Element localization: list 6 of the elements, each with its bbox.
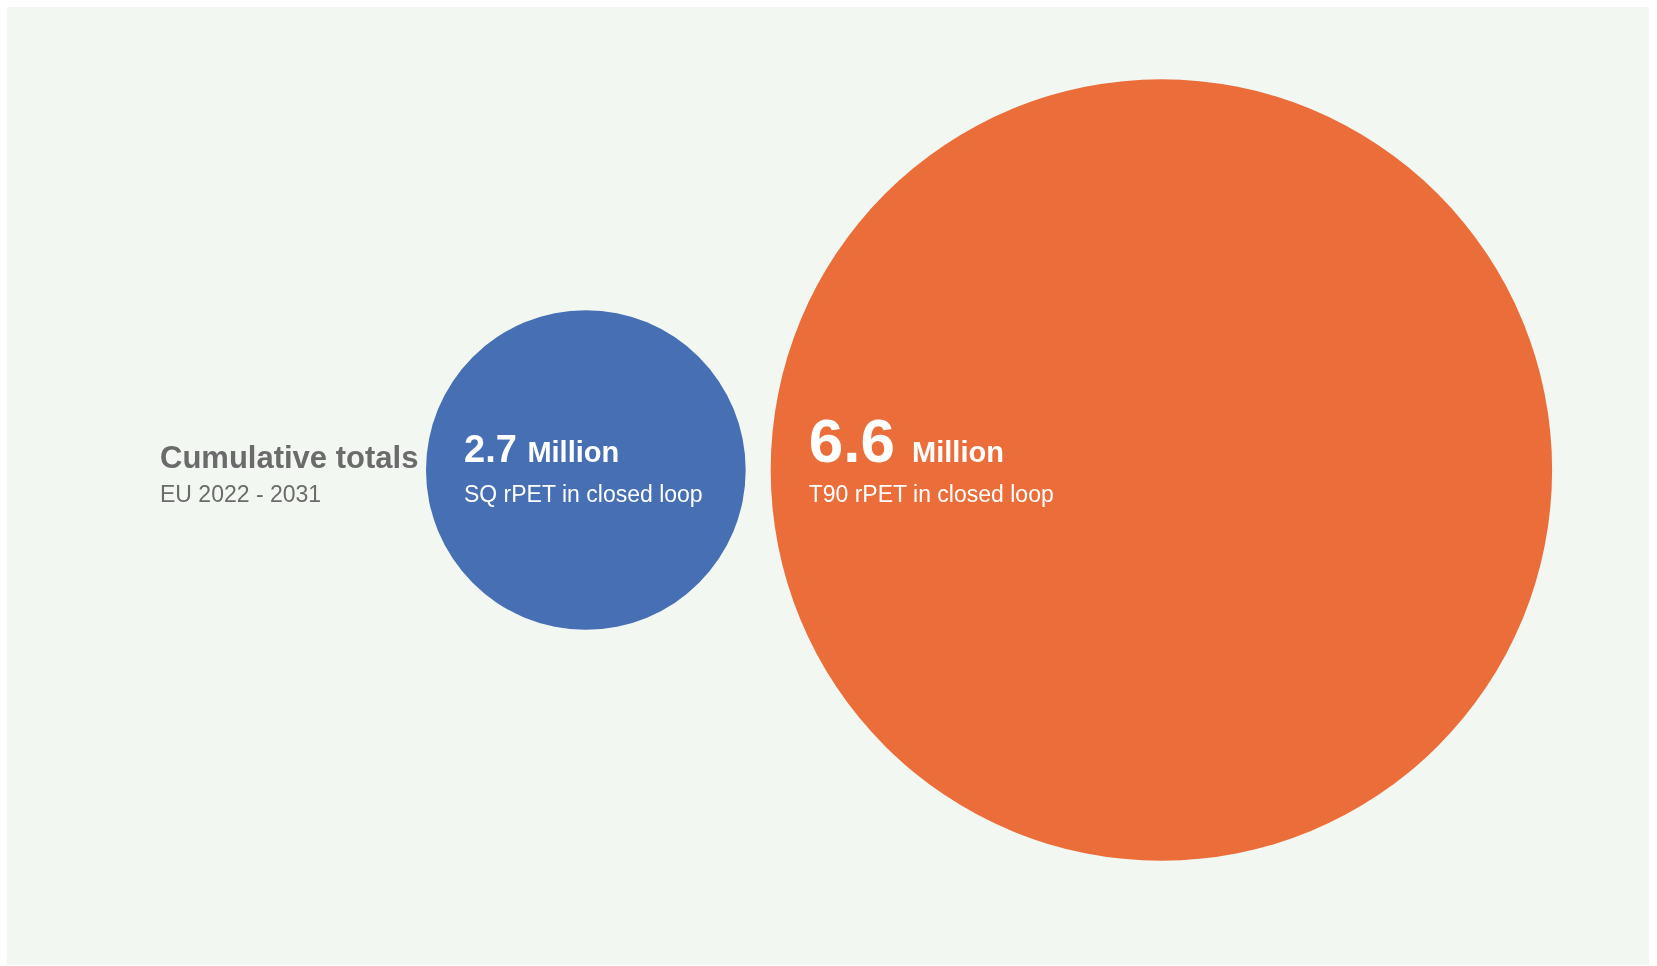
text: Cumulative totals xyxy=(160,440,419,475)
data-label: 2.7 Million xyxy=(464,428,620,470)
data-label: 6.6 Million xyxy=(808,406,1004,475)
category-label: T90 rPET in closed loop xyxy=(808,481,1054,507)
text: EU 2022 - 2031 xyxy=(160,481,322,507)
category-label: SQ rPET in closed loop xyxy=(464,481,703,507)
